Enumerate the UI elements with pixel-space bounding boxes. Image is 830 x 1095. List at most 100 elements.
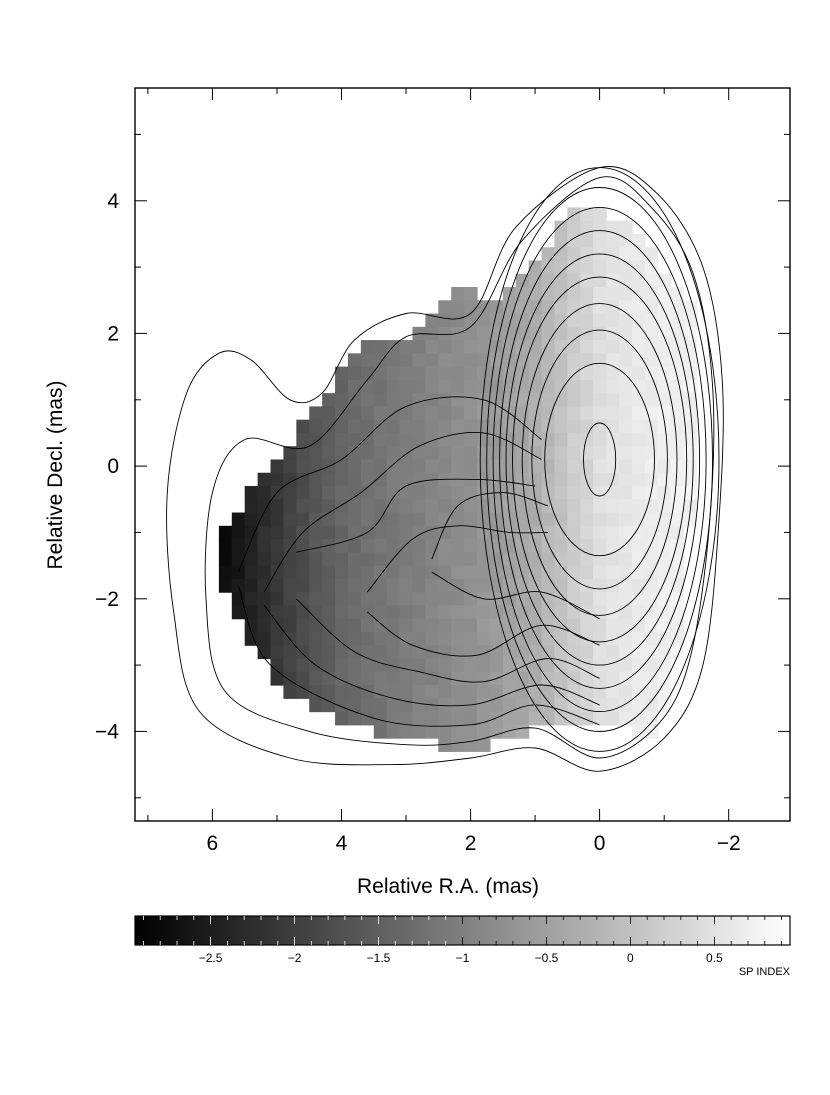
index-pixel	[644, 326, 659, 341]
index-pixel	[631, 658, 646, 673]
index-pixel	[386, 459, 401, 474]
x-tick-label: 4	[336, 832, 348, 855]
index-pixel	[593, 578, 607, 593]
index-pixel	[541, 658, 556, 673]
index-pixel	[657, 340, 672, 354]
index-pixel	[412, 631, 426, 646]
index-pixel	[541, 645, 556, 660]
index-pixel	[618, 565, 633, 580]
index-pixel	[515, 326, 530, 341]
index-pixel	[618, 539, 633, 553]
index-pixel	[386, 432, 401, 447]
index-pixel	[438, 724, 452, 739]
index-pixel	[438, 738, 452, 752]
y-tick-label: 4	[107, 190, 119, 213]
index-pixel	[360, 379, 375, 394]
colorbar-tick-label: −2	[288, 951, 302, 965]
index-pixel	[322, 552, 336, 567]
index-pixel	[451, 605, 465, 620]
index-pixel	[618, 419, 633, 434]
index-pixel	[335, 618, 349, 633]
index-pixel	[386, 592, 401, 607]
index-pixel	[335, 472, 349, 487]
index-pixel	[567, 698, 581, 713]
index-pixel	[644, 698, 659, 713]
index-pixel	[593, 525, 607, 540]
index-pixel	[528, 419, 543, 434]
index-pixel	[451, 459, 465, 474]
index-pixel	[631, 618, 646, 633]
index-pixel	[631, 260, 646, 275]
index-pixel	[515, 406, 530, 421]
index-pixel	[386, 486, 401, 500]
index-pixel	[296, 618, 310, 633]
index-pixel	[567, 353, 581, 368]
index-pixel	[644, 459, 659, 474]
index-pixel	[296, 419, 310, 434]
index-pixel	[593, 685, 607, 699]
index-pixel	[231, 512, 246, 527]
index-pixel	[502, 578, 517, 593]
index-pixel	[489, 419, 504, 434]
index-pixel	[502, 711, 517, 726]
index-pixel	[399, 432, 414, 447]
index-pixel	[683, 486, 698, 500]
index-pixel	[580, 459, 594, 474]
index-pixel	[464, 300, 478, 315]
index-pixel	[606, 631, 620, 646]
index-pixel	[670, 578, 685, 593]
index-pixel	[580, 366, 594, 381]
index-pixel	[360, 578, 375, 593]
index-pixel	[335, 459, 349, 474]
index-pixel	[554, 247, 568, 262]
index-pixel	[606, 671, 620, 686]
index-pixel	[489, 406, 504, 421]
index-pixel	[425, 419, 439, 434]
index-pixel	[618, 618, 633, 633]
index-pixel	[451, 552, 465, 567]
index-pixel	[425, 658, 439, 673]
index-pixel	[502, 618, 517, 633]
index-pixel	[670, 393, 685, 408]
index-pixel	[554, 565, 568, 580]
index-pixel	[631, 698, 646, 713]
index-pixel	[593, 393, 607, 408]
index-pixel	[464, 578, 478, 593]
index-pixel	[489, 631, 504, 646]
index-pixel	[283, 565, 297, 580]
index-pixel	[296, 605, 310, 620]
index-pixel	[683, 446, 698, 461]
index-pixel	[618, 353, 633, 368]
index-pixel	[451, 472, 465, 487]
index-pixel	[593, 512, 607, 527]
index-pixel	[464, 446, 478, 461]
index-pixel	[644, 658, 659, 673]
index-pixel	[606, 512, 620, 527]
index-pixel	[593, 379, 607, 394]
core-contour	[583, 422, 617, 497]
index-pixel	[657, 406, 672, 421]
index-pixel	[593, 287, 607, 301]
index-pixel	[347, 671, 362, 686]
index-pixel	[438, 525, 452, 540]
index-pixel	[541, 698, 556, 713]
index-pixel	[489, 724, 504, 739]
index-pixel	[386, 419, 401, 434]
index-pixel	[231, 565, 246, 580]
index-pixel	[309, 631, 323, 646]
index-pixel	[631, 432, 646, 447]
jet-contour	[296, 478, 536, 553]
index-pixel	[360, 711, 375, 726]
index-pixel	[567, 220, 581, 235]
index-pixel	[360, 446, 375, 461]
index-pixel	[399, 525, 414, 540]
index-pixel	[541, 685, 556, 699]
index-pixel	[618, 578, 633, 593]
index-pixel	[593, 220, 607, 235]
index-pixel	[593, 326, 607, 341]
index-pixel	[606, 260, 620, 275]
index-pixel	[593, 406, 607, 421]
index-pixel	[412, 406, 426, 421]
index-pixel	[657, 605, 672, 620]
index-pixel	[502, 300, 517, 315]
